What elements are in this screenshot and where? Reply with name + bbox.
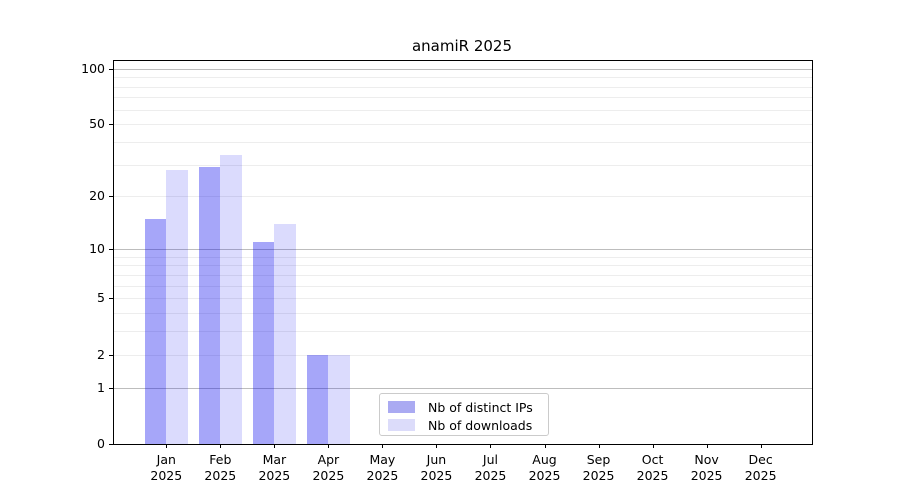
legend: Nb of distinct IPs Nb of downloads [379, 393, 549, 436]
gridline-minor [114, 77, 812, 79]
y-tick-mark [109, 196, 113, 198]
gridline-minor [114, 274, 812, 276]
x-tick-label: Sep 2025 [582, 452, 615, 483]
gridline-minor [114, 124, 812, 126]
gridline-minor [114, 331, 812, 333]
legend-entry-downloads: Nb of downloads [388, 417, 548, 433]
y-tick-mark [109, 387, 113, 389]
bar-mar-downloads [274, 223, 296, 444]
x-tick-mark [382, 444, 384, 448]
x-tick-mark [760, 444, 762, 448]
gridline-minor [114, 256, 812, 258]
x-tick-mark [652, 444, 654, 448]
gridline-major [114, 248, 812, 250]
gridline-minor [114, 109, 812, 111]
x-tick-label: Apr 2025 [312, 452, 345, 483]
bar-jan-distinct-ips [144, 218, 167, 444]
y-tick-mark [109, 248, 113, 250]
y-tick-label: 20 [89, 188, 105, 204]
gridline-minor [114, 164, 812, 166]
chart-title: anamiR 2025 [411, 37, 513, 55]
y-tick-mark [109, 68, 113, 70]
x-tick-mark [328, 444, 330, 448]
y-tick-mark [109, 444, 113, 445]
bar-feb-downloads [220, 154, 242, 444]
gridline-minor [114, 354, 812, 356]
legend-label-downloads: Nb of downloads [428, 417, 533, 433]
x-tick-mark [706, 444, 708, 448]
gridline-minor [114, 313, 812, 315]
x-tick-label: Jan 2025 [150, 452, 183, 483]
y-tick-label: 50 [89, 116, 105, 132]
legend-swatch-downloads [388, 419, 415, 431]
x-tick-mark [166, 444, 168, 448]
y-tick-mark [109, 354, 113, 356]
legend-label-distinct-ips: Nb of distinct IPs [428, 399, 533, 415]
gridline-minor [114, 141, 812, 143]
gridline-minor [114, 265, 812, 267]
y-tick-label: 5 [97, 290, 105, 306]
bar-apr-downloads [328, 354, 350, 444]
x-tick-mark [490, 444, 492, 448]
x-tick-label: Jun 2025 [420, 452, 453, 483]
bar-apr-distinct-ips [306, 354, 329, 444]
legend-entry-distinct-ips: Nb of distinct IPs [388, 399, 548, 415]
x-tick-label: Aug 2025 [528, 452, 561, 483]
x-tick-mark [220, 444, 222, 448]
x-tick-label: Jul 2025 [474, 452, 507, 483]
y-tick-label: 10 [89, 240, 105, 256]
gridline-minor [114, 298, 812, 300]
x-tick-mark [274, 444, 276, 448]
gridline-major [114, 387, 812, 389]
gridline-minor [114, 97, 812, 99]
x-tick-mark [598, 444, 600, 448]
gridline-minor [114, 285, 812, 287]
legend-swatch-distinct-ips [388, 401, 415, 413]
plot-area: Nb of distinct IPs Nb of downloads 100 50… [81, 60, 813, 483]
x-tick-label: Feb 2025 [204, 452, 237, 483]
x-tick-label: Oct 2025 [636, 452, 669, 483]
y-tick-mark [109, 124, 113, 126]
bar-mar-distinct-ips [252, 241, 275, 444]
x-tick-mark [544, 444, 546, 448]
bar-jan-downloads [166, 170, 188, 444]
x-tick-label: Nov 2025 [690, 452, 723, 483]
gridline-major [114, 68, 812, 70]
x-tick-mark [436, 444, 438, 448]
y-tick-label: 2 [97, 346, 105, 362]
x-tick-label: Dec 2025 [744, 452, 777, 483]
y-tick-label: 0 [97, 436, 105, 451]
y-tick-mark [109, 298, 113, 300]
y-tick-label: 1 [97, 379, 105, 395]
gridline-minor [114, 196, 812, 198]
gridline-minor [114, 86, 812, 88]
y-tick-label: 100 [81, 60, 105, 76]
x-tick-label: Mar 2025 [258, 452, 291, 483]
x-tick-label: May 2025 [366, 452, 399, 483]
bar-feb-distinct-ips [198, 167, 221, 444]
